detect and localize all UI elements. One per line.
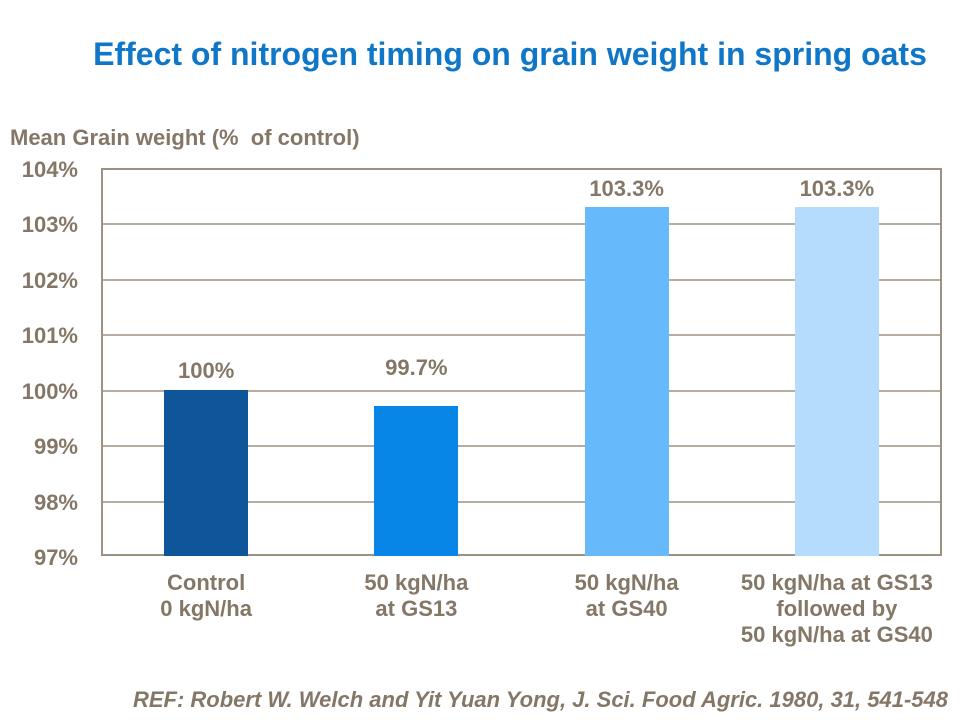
x-axis-category-label: Control 0 kgN/ha (160, 570, 252, 621)
y-tick-label: 101% (21, 323, 78, 349)
gridline (103, 334, 940, 337)
y-tick-label: 100% (21, 378, 78, 404)
bar-2 (374, 406, 459, 556)
y-axis-title: Mean Grain weight (% of control) (10, 125, 360, 150)
gridline (103, 278, 940, 281)
gridline (103, 500, 940, 503)
y-tick-label: 103% (21, 212, 78, 238)
bar-value-label: 100% (177, 357, 235, 383)
x-axis-category-label: 50 kgN/ha at GS40 (574, 570, 679, 621)
reference-citation: REF: Robert W. Welch and Yit Yuan Yong, … (132, 687, 948, 712)
x-axis-category-label: 50 kgN/ha at GS13 (364, 570, 469, 621)
bar-value-label: 99.7% (385, 355, 448, 381)
bar-3 (584, 206, 669, 556)
y-tick-label: 104% (21, 157, 78, 182)
x-axis-category-label: 50 kgN/ha at GS13 followed by 50 kgN/ha … (740, 570, 933, 647)
chart-title: Effect of nitrogen timing on grain weigh… (93, 36, 927, 72)
bar-1 (164, 389, 249, 556)
y-tick-label: 97% (33, 545, 78, 570)
y-tick-label: 99% (33, 434, 78, 460)
bar-value-label: 103.3% (589, 175, 664, 201)
y-tick-label: 102% (21, 267, 78, 293)
gridline (103, 223, 940, 226)
gridline (103, 445, 940, 448)
bar-4 (794, 206, 879, 556)
gridline (103, 389, 940, 392)
y-tick-label: 98% (33, 489, 78, 515)
bar-value-label: 103.3% (799, 175, 875, 201)
